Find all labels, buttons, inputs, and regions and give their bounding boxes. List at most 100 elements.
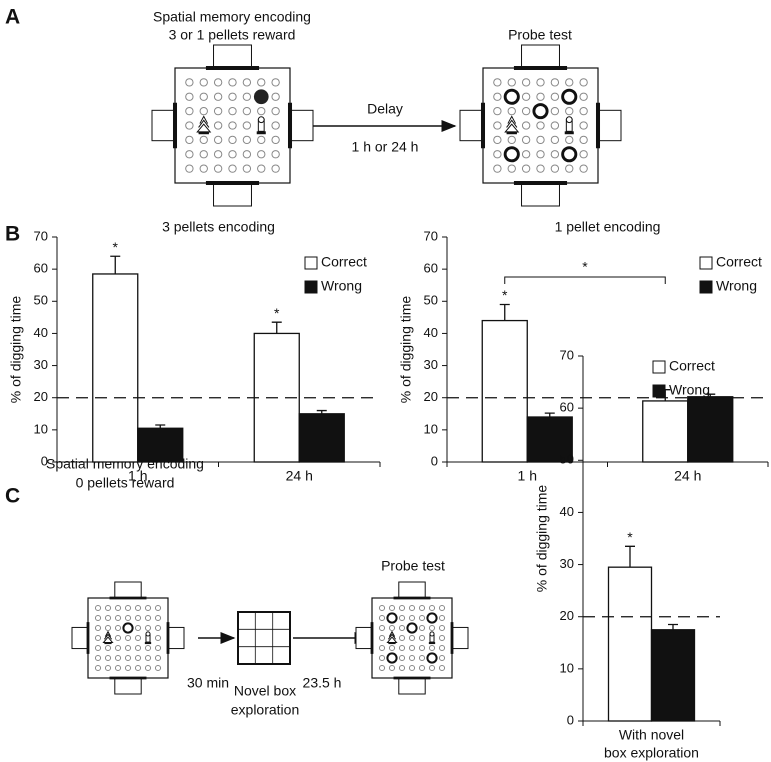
- sand-well: [134, 604, 142, 612]
- significance-marker: *: [113, 239, 119, 255]
- sand-well: [104, 624, 112, 632]
- y-tick-label: 50: [424, 293, 438, 308]
- panel-label: A: [5, 6, 20, 29]
- sand-well: [493, 121, 502, 130]
- panel-label: B: [5, 223, 20, 246]
- start-box: [151, 109, 176, 142]
- sand-well: [271, 92, 280, 101]
- sand-well: [507, 135, 516, 145]
- sand-well: [565, 106, 574, 116]
- sand-well: [398, 644, 406, 652]
- sand-well: [228, 150, 237, 159]
- sand-well: [144, 604, 152, 612]
- y-axis-label: % of digging time: [398, 296, 414, 404]
- sand-well: [94, 644, 102, 652]
- sand-well: [154, 654, 162, 662]
- legend-swatch: [652, 360, 666, 374]
- sand-well: [94, 634, 102, 642]
- sand-well: [493, 150, 502, 159]
- arena: [459, 44, 622, 207]
- sand-well: [185, 121, 194, 130]
- sand-well: [242, 150, 252, 159]
- sand-well: [388, 664, 396, 672]
- sand-well: [257, 164, 266, 173]
- delay-time: 1 h or 24 h: [352, 139, 419, 155]
- target-well: [503, 88, 520, 105]
- sand-well: [579, 121, 588, 130]
- panel-label: C: [5, 485, 20, 508]
- arena: [355, 581, 469, 695]
- sand-well: [185, 164, 194, 173]
- landmark: [565, 116, 573, 124]
- sand-well: [154, 634, 162, 642]
- start-box: [213, 182, 252, 207]
- y-tick-label: 50: [560, 452, 574, 467]
- sand-well: [257, 135, 266, 145]
- sand-well: [134, 624, 142, 632]
- sand-well: [94, 604, 102, 612]
- sand-well: [104, 614, 112, 622]
- sand-well: [388, 644, 396, 652]
- sand-well: [493, 135, 502, 145]
- start-box: [597, 109, 622, 142]
- sand-well: [228, 78, 237, 87]
- y-tick-label: 50: [34, 293, 48, 308]
- landmark: [429, 631, 435, 637]
- target-well: [406, 622, 418, 634]
- y-tick-label: 0: [431, 453, 438, 468]
- x-tick-label: box exploration: [604, 745, 699, 761]
- y-tick-label: 70: [34, 228, 48, 243]
- sand-well: [104, 664, 112, 672]
- legend-swatch: [699, 280, 713, 294]
- sand-well: [114, 604, 122, 612]
- sand-well: [408, 634, 416, 642]
- sand-well: [271, 150, 280, 159]
- arena: [151, 44, 314, 207]
- sand-well: [550, 78, 560, 87]
- sand-well: [438, 624, 446, 632]
- sand-well: [185, 78, 194, 87]
- target-well: [426, 612, 438, 624]
- sand-well: [438, 644, 446, 652]
- sand-well: [550, 121, 560, 130]
- sand-well: [398, 614, 406, 622]
- sand-well: [199, 135, 208, 145]
- significance-marker: *: [274, 305, 280, 321]
- sand-well: [199, 78, 208, 87]
- sand-well: [271, 106, 280, 116]
- sand-well: [185, 106, 194, 116]
- bracket-label: *: [582, 259, 588, 275]
- bar: [650, 629, 696, 722]
- sand-well: [124, 634, 132, 642]
- legend-label: Correct: [321, 254, 367, 270]
- sand-well: [536, 164, 545, 173]
- sand-well: [428, 644, 436, 652]
- sand-well: [271, 121, 280, 130]
- target-well: [386, 612, 398, 624]
- sand-well: [144, 654, 152, 662]
- start-box: [289, 109, 314, 142]
- diagram-subtitle: 0 pellets reward: [76, 475, 175, 491]
- sand-well: [124, 654, 132, 662]
- sand-well: [199, 92, 208, 101]
- sand-well: [154, 624, 162, 632]
- sand-well: [521, 135, 531, 145]
- sand-well: [185, 135, 194, 145]
- x-tick-label: 1 h: [128, 468, 147, 484]
- diagram-title: Probe test: [508, 27, 572, 43]
- sand-well: [154, 604, 162, 612]
- y-tick-label: 60: [34, 261, 48, 276]
- significance-marker: *: [502, 287, 508, 303]
- legend-swatch: [304, 280, 318, 294]
- sand-well: [418, 654, 426, 662]
- sand-well: [398, 664, 406, 672]
- sand-well: [550, 92, 560, 101]
- delay-label: 30 min: [187, 675, 229, 691]
- sand-well: [378, 654, 386, 662]
- landmark-base: [198, 131, 209, 135]
- y-tick-label: 10: [34, 421, 48, 436]
- y-tick-label: 20: [560, 608, 574, 623]
- start-box: [355, 626, 373, 650]
- sand-well: [408, 664, 416, 672]
